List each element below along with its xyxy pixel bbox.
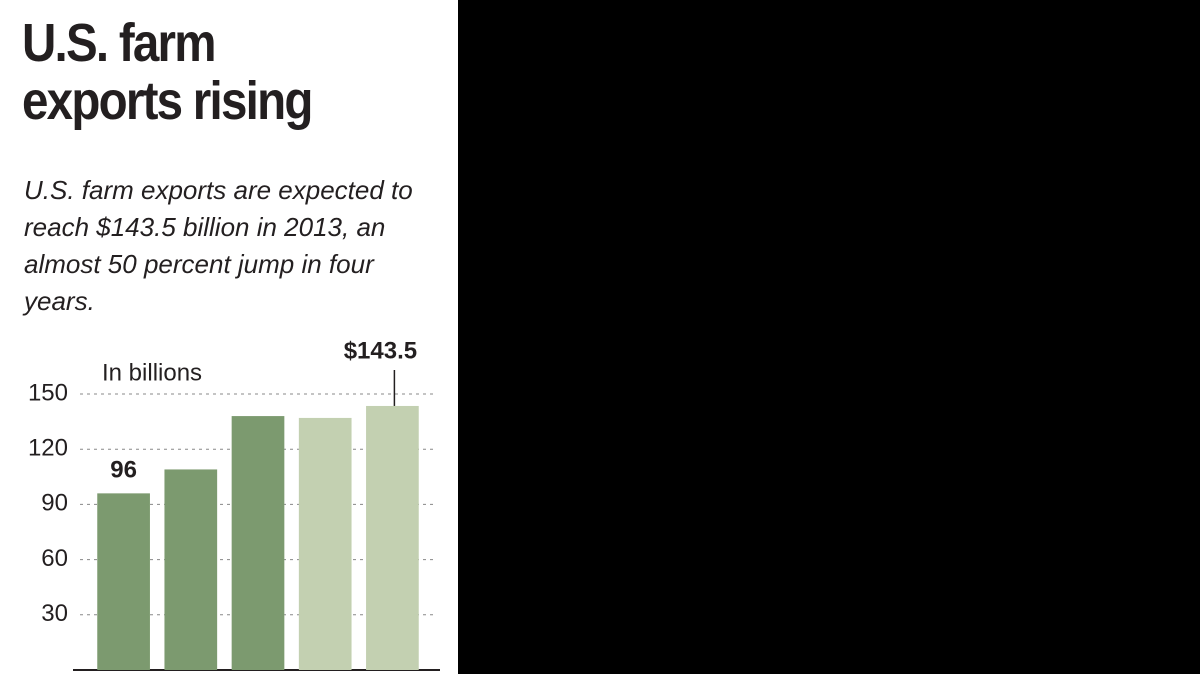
- bar: [231, 416, 285, 670]
- bar: [366, 405, 419, 670]
- y-tick-label: 30: [41, 600, 68, 627]
- y-tick-label: 120: [28, 435, 68, 462]
- y-tick-label: 60: [41, 545, 68, 572]
- chart-subtitle: U.S. farm exports are expected to reach …: [24, 175, 413, 316]
- value-label: 96: [110, 457, 137, 484]
- bar: [97, 493, 150, 670]
- y-tick-label: 90: [41, 490, 68, 517]
- chart: In billions 30 60 90 120 150 96 $143.5: [28, 337, 440, 671]
- unit-label: In billions: [102, 359, 202, 386]
- chart-title: U.S. farm exports rising: [22, 13, 313, 131]
- bar: [164, 469, 218, 670]
- panel: U.S. farm exports rising U.S. farm expor…: [0, 0, 458, 674]
- value-label: $143.5: [344, 337, 417, 364]
- bar: [298, 417, 352, 670]
- y-tick-label: 150: [28, 379, 68, 406]
